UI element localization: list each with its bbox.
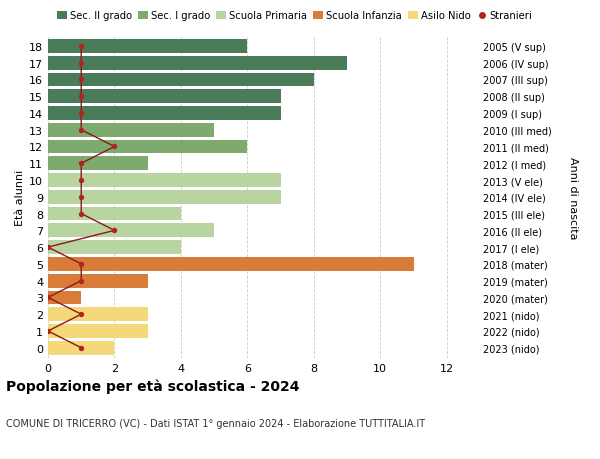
Bar bbox=[48, 123, 214, 137]
Text: COMUNE DI TRICERRO (VC) - Dati ISTAT 1° gennaio 2024 - Elaborazione TUTTITALIA.I: COMUNE DI TRICERRO (VC) - Dati ISTAT 1° … bbox=[6, 418, 425, 428]
Bar bbox=[48, 90, 281, 104]
Point bbox=[76, 210, 86, 218]
Y-axis label: Anni di nascita: Anni di nascita bbox=[568, 156, 578, 239]
Point bbox=[76, 93, 86, 101]
Bar bbox=[48, 291, 81, 305]
Bar bbox=[48, 107, 281, 121]
Point bbox=[76, 344, 86, 352]
Point bbox=[76, 77, 86, 84]
Y-axis label: Età alunni: Età alunni bbox=[15, 169, 25, 225]
Point bbox=[76, 43, 86, 50]
Bar bbox=[48, 56, 347, 70]
Bar bbox=[48, 190, 281, 204]
Bar bbox=[48, 207, 181, 221]
Point bbox=[110, 144, 119, 151]
Point bbox=[76, 110, 86, 118]
Text: Popolazione per età scolastica - 2024: Popolazione per età scolastica - 2024 bbox=[6, 379, 299, 393]
Bar bbox=[48, 40, 247, 54]
Bar bbox=[48, 257, 413, 271]
Bar bbox=[48, 73, 314, 87]
Point bbox=[76, 194, 86, 201]
Bar bbox=[48, 174, 281, 187]
Point bbox=[76, 60, 86, 67]
Point bbox=[76, 127, 86, 134]
Point bbox=[43, 294, 53, 302]
Point bbox=[43, 244, 53, 251]
Point bbox=[76, 177, 86, 185]
Point bbox=[76, 261, 86, 268]
Bar bbox=[48, 274, 148, 288]
Bar bbox=[48, 325, 148, 338]
Point bbox=[76, 311, 86, 318]
Bar bbox=[48, 224, 214, 238]
Point bbox=[110, 227, 119, 235]
Point bbox=[43, 328, 53, 335]
Point bbox=[76, 277, 86, 285]
Bar bbox=[48, 308, 148, 321]
Bar bbox=[48, 341, 115, 355]
Bar bbox=[48, 140, 247, 154]
Point bbox=[76, 160, 86, 168]
Bar bbox=[48, 241, 181, 254]
Bar bbox=[48, 157, 148, 171]
Legend: Sec. II grado, Sec. I grado, Scuola Primaria, Scuola Infanzia, Asilo Nido, Stran: Sec. II grado, Sec. I grado, Scuola Prim… bbox=[53, 7, 536, 25]
